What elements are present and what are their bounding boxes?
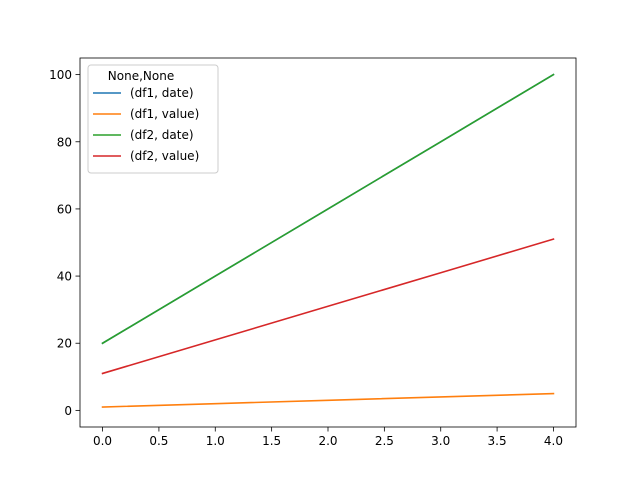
x-tick-label: 2.5 (375, 434, 394, 448)
series-line-1 (101, 392, 555, 408)
y-tick-label: 40 (57, 270, 72, 284)
y-tick-label: 100 (49, 68, 72, 82)
x-tick-label: 0.0 (93, 434, 112, 448)
y-tick-label: 20 (57, 337, 72, 351)
series-layer (101, 73, 555, 408)
x-tick-label: 2.0 (318, 434, 337, 448)
legend-title: None,None (108, 69, 174, 83)
y-tick-label: 60 (57, 202, 72, 216)
x-tick-label: 3.5 (488, 434, 507, 448)
legend-label-0: (df1, date) (130, 86, 194, 100)
x-tick-label: 1.0 (206, 434, 225, 448)
series-line-2 (101, 73, 555, 345)
y-tick-label: 0 (64, 404, 72, 418)
series-line-3 (101, 238, 555, 375)
legend-label-1: (df1, value) (130, 107, 199, 121)
y-tick-label: 80 (57, 135, 72, 149)
legend-label-2: (df2, date) (130, 128, 194, 142)
y-axis: 0 20 40 60 80 100 (49, 68, 80, 418)
x-tick-label: 3.0 (431, 434, 450, 448)
x-tick-label: 1.5 (262, 434, 281, 448)
legend: None,None (df1, date) (df1, value) (df2, da… (87, 64, 219, 174)
legend-label-3: (df2, value) (130, 149, 199, 163)
legend-box (87, 64, 219, 174)
x-tick-label: 0.5 (149, 434, 168, 448)
x-tick-label: 4.0 (544, 434, 563, 448)
x-axis: 0.0 0.5 1.0 1.5 2.0 2.5 3.0 3.5 4.0 (93, 427, 563, 448)
